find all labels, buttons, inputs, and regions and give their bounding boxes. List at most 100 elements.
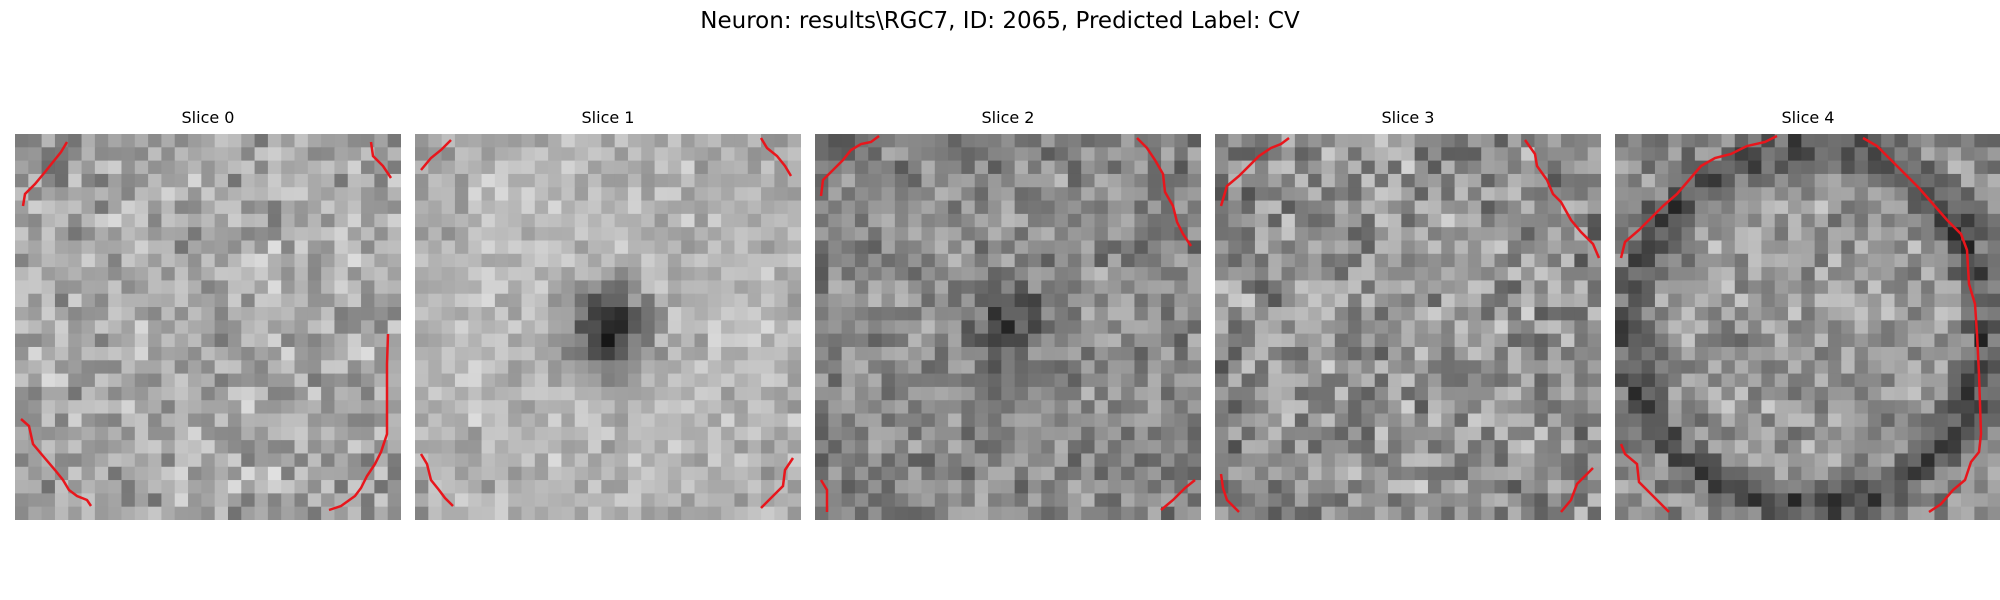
pixel	[1027, 267, 1042, 282]
pixel	[868, 400, 883, 415]
pixel	[1467, 373, 1482, 388]
pixel	[1067, 333, 1082, 348]
pixel	[1215, 440, 1229, 455]
pixel	[1547, 160, 1562, 175]
pixel	[441, 307, 456, 321]
pixel	[1801, 227, 1816, 242]
pixel	[1254, 480, 1269, 494]
pixel	[1441, 160, 1456, 175]
pixel	[454, 333, 469, 348]
pixel	[1801, 360, 1816, 375]
pixel	[707, 134, 722, 148]
pixel	[254, 400, 269, 415]
pixel	[1774, 267, 1789, 282]
pixel	[1841, 466, 1856, 481]
pixel	[1974, 253, 1989, 268]
pixel	[908, 413, 923, 428]
pixel	[1974, 453, 1989, 468]
pixel	[1734, 360, 1749, 375]
pixel	[188, 453, 202, 468]
pixel	[961, 187, 976, 202]
pixel	[654, 253, 669, 268]
pixel	[28, 200, 43, 215]
pixel	[1001, 346, 1016, 361]
pixel	[174, 373, 189, 388]
pixel	[1107, 160, 1122, 175]
pixel	[854, 160, 869, 175]
pixel	[1867, 280, 1882, 295]
pixel	[1174, 426, 1189, 441]
pixel	[868, 386, 883, 401]
pixel	[1721, 413, 1736, 428]
pixel	[908, 267, 923, 282]
pixel	[361, 453, 375, 468]
pixel	[1348, 280, 1363, 295]
pixel	[254, 453, 269, 468]
pixel	[627, 320, 642, 335]
pixel	[41, 480, 56, 494]
pixel	[28, 346, 43, 361]
pixel	[521, 267, 536, 282]
pixel	[1974, 213, 1989, 228]
pixel	[721, 134, 736, 148]
pixel	[1281, 173, 1296, 188]
pixel	[1641, 400, 1656, 415]
pixel	[988, 134, 1002, 148]
pixel	[134, 346, 149, 361]
pixel	[1801, 200, 1816, 215]
pixel	[1454, 466, 1469, 481]
pixel	[1907, 506, 1922, 520]
pixel	[1748, 400, 1763, 415]
pixel	[1561, 293, 1575, 308]
pixel	[1734, 426, 1749, 441]
pixel	[841, 280, 856, 295]
pixel	[1401, 453, 1416, 468]
pixel	[1001, 187, 1016, 202]
pixel	[1841, 293, 1856, 308]
pixel	[961, 240, 976, 255]
pixel	[1521, 346, 1536, 361]
pixel	[614, 320, 629, 335]
pixel	[641, 227, 656, 242]
pixel	[468, 187, 483, 202]
pixel	[441, 320, 456, 335]
pixel	[1534, 346, 1549, 361]
pixel	[534, 200, 549, 215]
pixel	[41, 227, 56, 242]
pixel	[921, 320, 936, 335]
pixel	[1427, 506, 1442, 520]
pixel	[1748, 253, 1763, 268]
pixel	[374, 466, 389, 481]
pixel	[721, 506, 736, 520]
pixel	[148, 160, 163, 175]
pixel	[1881, 453, 1896, 468]
pixel	[1388, 147, 1402, 162]
pixel	[1094, 373, 1109, 388]
pixel	[161, 307, 176, 321]
pixel	[1427, 493, 1442, 508]
pixel	[1854, 147, 1869, 162]
pixel	[1001, 333, 1016, 348]
pixel	[961, 293, 976, 308]
pixel	[1774, 307, 1789, 321]
pixel	[1467, 253, 1482, 268]
pixel	[654, 173, 669, 188]
pixel	[1841, 200, 1856, 215]
pixel	[347, 160, 362, 175]
pixel	[1161, 453, 1175, 468]
pixel	[548, 280, 563, 295]
pixel	[1334, 200, 1349, 215]
pixel	[1547, 480, 1562, 494]
pixel	[1294, 320, 1309, 335]
pixel	[1014, 173, 1029, 188]
pixel	[94, 213, 109, 228]
pixel	[1867, 400, 1882, 415]
pixel	[374, 293, 389, 308]
pixel	[81, 240, 96, 255]
pixel	[1414, 466, 1429, 481]
pixel	[881, 213, 896, 228]
pixel	[734, 253, 749, 268]
pixel	[121, 200, 136, 215]
pixel	[68, 187, 83, 202]
pixel	[1187, 134, 1201, 148]
